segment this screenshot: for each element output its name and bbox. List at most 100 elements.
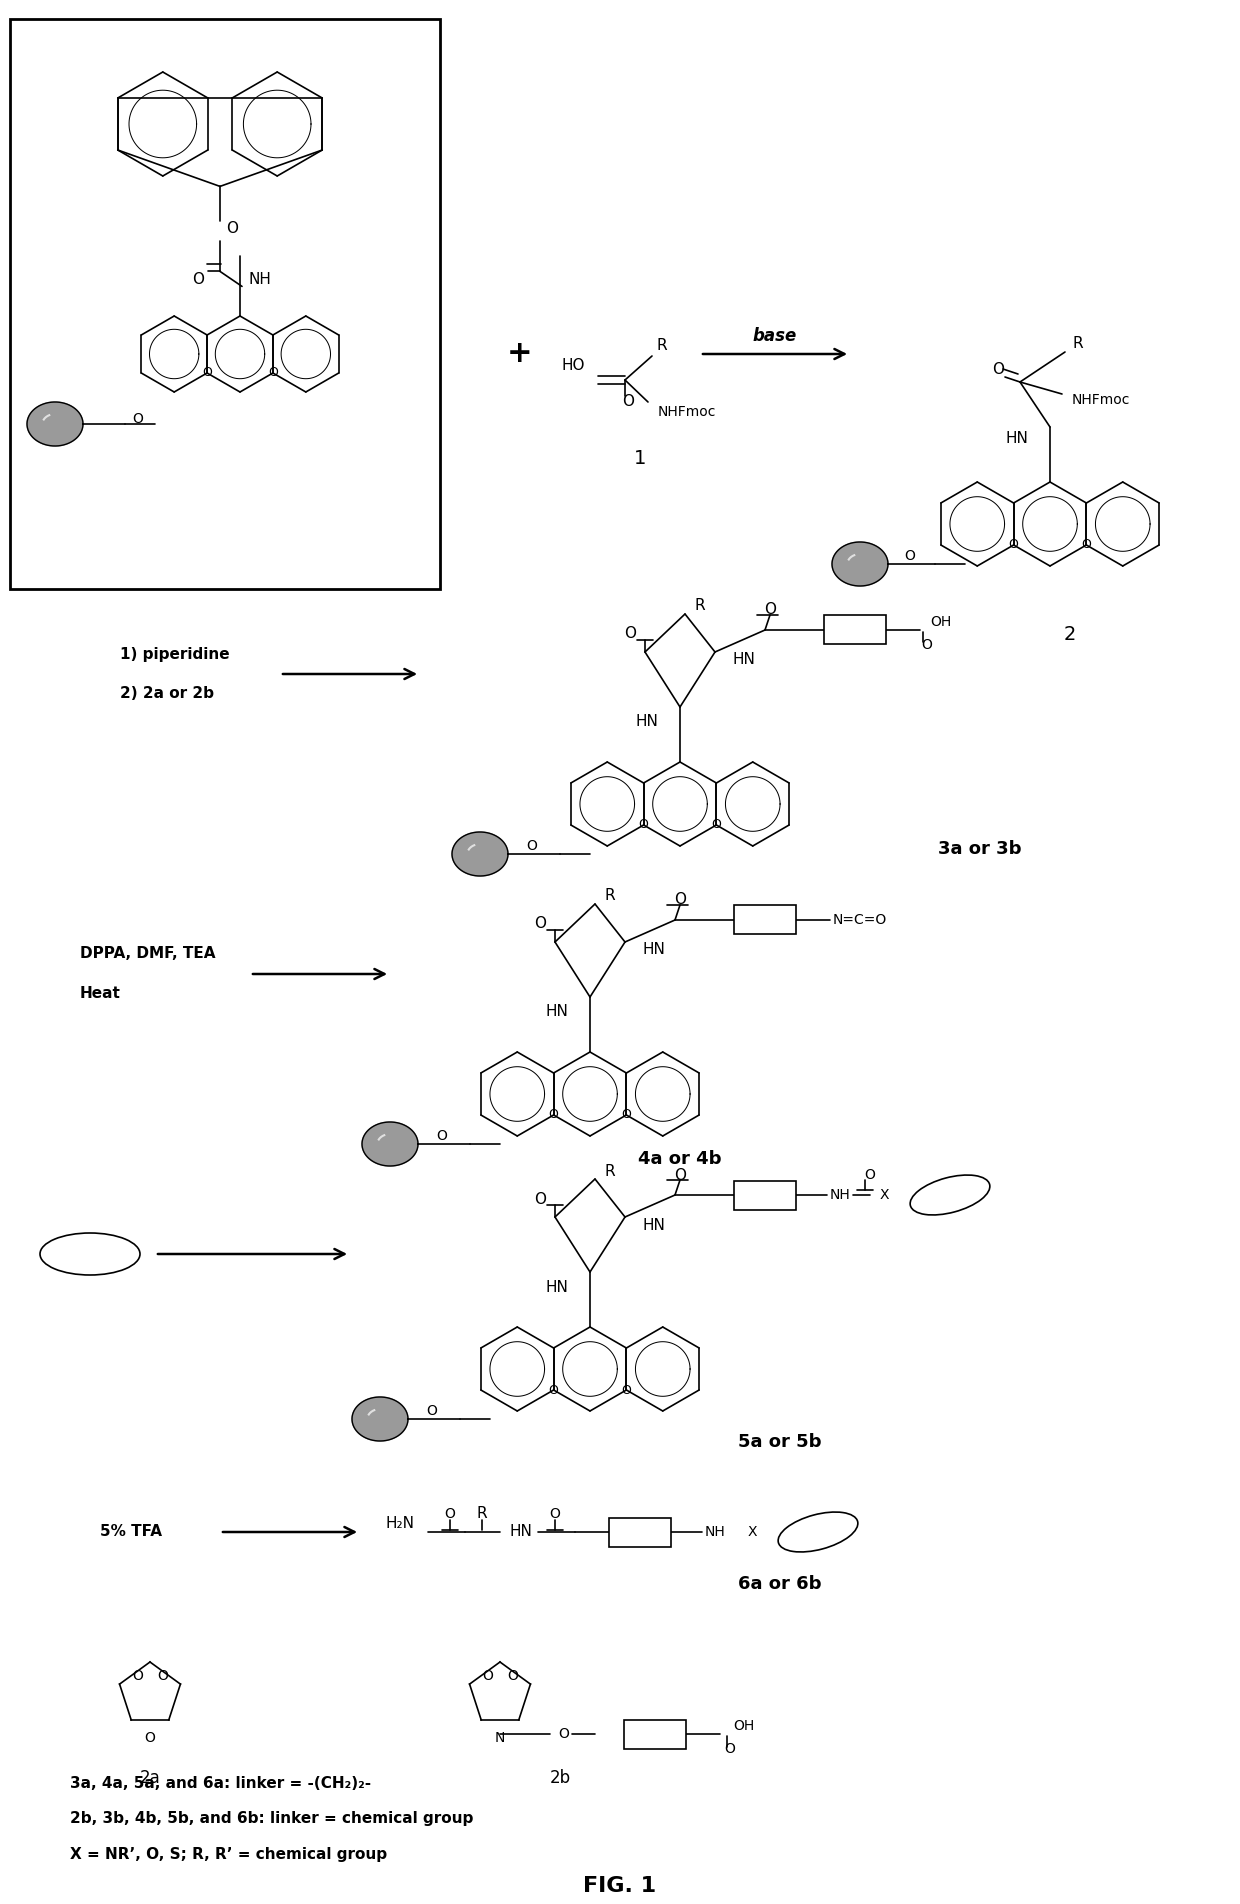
Text: HN: HN [510, 1525, 533, 1540]
Text: NHFmoc: NHFmoc [658, 406, 717, 419]
Text: Heat: Heat [81, 986, 120, 1002]
Text: O: O [133, 411, 144, 426]
Text: 3a or 3b: 3a or 3b [939, 840, 1022, 859]
Text: R: R [694, 598, 706, 613]
Text: O: O [157, 1670, 167, 1683]
Text: O: O [675, 1167, 686, 1182]
Text: linker: linker [637, 1727, 672, 1740]
Text: R: R [605, 889, 615, 904]
Text: R: R [605, 1163, 615, 1179]
Text: O: O [921, 638, 932, 651]
Polygon shape [453, 832, 508, 876]
Text: 5a or 5b: 5a or 5b [738, 1434, 822, 1451]
Text: R: R [657, 339, 667, 354]
Text: NHFmoc: NHFmoc [1073, 392, 1131, 407]
Polygon shape [832, 543, 888, 586]
Text: linker: linker [838, 623, 872, 636]
FancyBboxPatch shape [10, 19, 440, 588]
Text: O: O [624, 626, 636, 642]
Text: R: R [476, 1506, 487, 1521]
Text: O: O [622, 394, 634, 409]
Text: O: O [192, 272, 205, 288]
Text: NH: NH [830, 1188, 851, 1201]
Text: O: O [133, 1670, 143, 1683]
Text: OH: OH [733, 1719, 754, 1733]
Ellipse shape [40, 1234, 140, 1276]
FancyBboxPatch shape [609, 1517, 671, 1546]
Text: NH: NH [706, 1525, 725, 1538]
Text: O: O [712, 819, 722, 832]
Text: HN: HN [635, 714, 658, 729]
Text: HN: HN [733, 653, 756, 668]
Text: 6a or 6b: 6a or 6b [738, 1575, 822, 1594]
Text: H₂N: H₂N [386, 1516, 414, 1531]
Text: O: O [507, 1670, 518, 1683]
Text: O: O [621, 1108, 631, 1121]
Text: O: O [268, 366, 278, 379]
Text: 3a, 4a, 5a, and 6a: linker = -(CH₂)₂-: 3a, 4a, 5a, and 6a: linker = -(CH₂)₂- [69, 1776, 371, 1792]
FancyBboxPatch shape [734, 906, 796, 935]
Text: O: O [548, 1384, 558, 1396]
Text: base: base [753, 327, 797, 345]
Text: O: O [724, 1742, 735, 1755]
Text: +: + [507, 339, 533, 369]
FancyBboxPatch shape [624, 1719, 686, 1748]
Text: HO: HO [562, 358, 585, 373]
Text: O: O [549, 1506, 560, 1521]
Text: 2b, 3b, 4b, 5b, and 6b: linker = chemical group: 2b, 3b, 4b, 5b, and 6b: linker = chemica… [69, 1811, 474, 1826]
Text: X = NR’, O, S; R, R’ = chemical group: X = NR’, O, S; R, R’ = chemical group [69, 1847, 387, 1862]
Text: O: O [482, 1670, 494, 1683]
Text: 1: 1 [634, 449, 646, 468]
Text: NH: NH [248, 272, 270, 288]
Text: DPPA, DMF, TEA: DPPA, DMF, TEA [81, 946, 216, 962]
Text: O: O [675, 893, 686, 908]
Text: HN: HN [546, 1279, 568, 1295]
Text: O: O [1081, 539, 1091, 552]
Text: O: O [202, 366, 212, 379]
Text: 5% TFA: 5% TFA [100, 1525, 162, 1540]
Text: O: O [548, 1108, 558, 1121]
Text: O: O [864, 1167, 875, 1182]
Text: R: R [1073, 337, 1084, 352]
FancyBboxPatch shape [825, 615, 887, 644]
Text: O: O [764, 602, 776, 617]
Text: O: O [445, 1506, 455, 1521]
Text: O: O [436, 1129, 448, 1142]
Text: O: O [904, 548, 915, 564]
Text: O: O [992, 362, 1004, 377]
Text: O: O [1008, 539, 1018, 552]
Text: OH: OH [930, 615, 951, 628]
Text: O: O [621, 1384, 631, 1396]
Text: O: O [226, 221, 238, 236]
Polygon shape [362, 1121, 418, 1165]
Text: O: O [534, 1192, 546, 1207]
Text: O: O [427, 1403, 438, 1418]
Text: O: O [534, 916, 546, 931]
Text: X: X [748, 1525, 758, 1538]
Text: HN: HN [546, 1005, 568, 1019]
Text: FIG. 1: FIG. 1 [584, 1875, 656, 1896]
Text: X: X [880, 1188, 889, 1201]
Text: 2) 2a or 2b: 2) 2a or 2b [120, 687, 215, 701]
Ellipse shape [779, 1512, 858, 1552]
Text: HN: HN [644, 1217, 666, 1232]
FancyBboxPatch shape [734, 1180, 796, 1209]
Text: 2b: 2b [549, 1769, 570, 1788]
Polygon shape [27, 402, 83, 446]
Text: O: O [527, 840, 537, 853]
Text: HN: HN [1006, 432, 1028, 447]
Text: O: O [145, 1731, 155, 1744]
Text: O: O [639, 819, 649, 832]
Text: N: N [495, 1731, 505, 1744]
Ellipse shape [910, 1175, 990, 1215]
Text: linker: linker [748, 914, 782, 927]
Polygon shape [352, 1398, 408, 1441]
Text: 2a: 2a [140, 1769, 160, 1788]
Text: linker: linker [748, 1188, 782, 1201]
Text: N=C=O: N=C=O [833, 914, 888, 927]
Text: 2: 2 [1064, 625, 1076, 644]
Text: O: O [558, 1727, 569, 1740]
Text: linker: linker [622, 1525, 657, 1538]
Text: HN: HN [644, 942, 666, 958]
Text: 1) piperidine: 1) piperidine [120, 647, 229, 661]
